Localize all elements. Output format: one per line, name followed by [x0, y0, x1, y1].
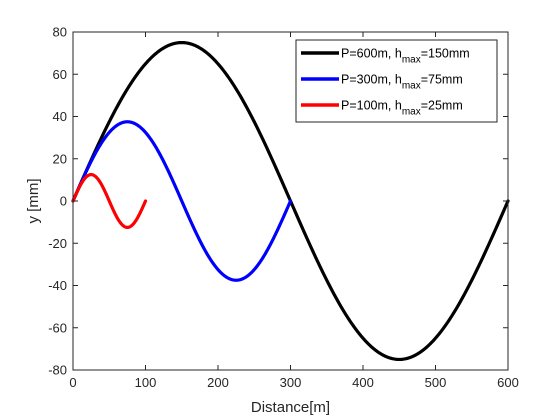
x-tick-label: 100 — [135, 375, 157, 390]
y-tick-label: 20 — [53, 151, 67, 166]
y-tick-label: 40 — [53, 109, 67, 124]
y-tick-label: -20 — [48, 236, 67, 251]
legend: P=600m, hmax=150mm P=300m, hmax=75mm P=100… — [295, 39, 498, 123]
x-tick-label: 500 — [425, 375, 447, 390]
x-tick-label: 300 — [280, 375, 302, 390]
x-tick-label: 200 — [207, 375, 229, 390]
x-axis-label: Distance[m] — [251, 399, 330, 416]
y-axis-label: y [mm] — [25, 179, 42, 224]
x-axis-ticks: 0 100 200 300 400 500 600 — [69, 32, 519, 390]
y-axis-ticks: -80 -60 -40 -20 0 20 40 60 80 — [48, 25, 508, 378]
series-line-2 — [71, 120, 293, 282]
legend-entry-1: P=600m, hmax=150mm — [341, 47, 470, 66]
series-line-3 — [71, 172, 148, 230]
x-tick-label: 0 — [69, 375, 76, 390]
x-tick-label: 400 — [352, 375, 374, 390]
x-tick-label: 600 — [497, 375, 519, 390]
y-tick-label: 80 — [53, 25, 67, 40]
y-tick-label: -40 — [48, 278, 67, 293]
y-tick-label: -80 — [48, 363, 67, 378]
legend-entry-3: P=100m, hmax=25mm — [341, 99, 463, 118]
series-layer — [71, 40, 510, 362]
legend-entry-2: P=300m, hmax=75mm — [341, 73, 463, 92]
y-tick-label: -60 — [48, 320, 67, 335]
y-tick-label: 0 — [60, 194, 67, 209]
y-tick-label: 60 — [53, 67, 67, 82]
